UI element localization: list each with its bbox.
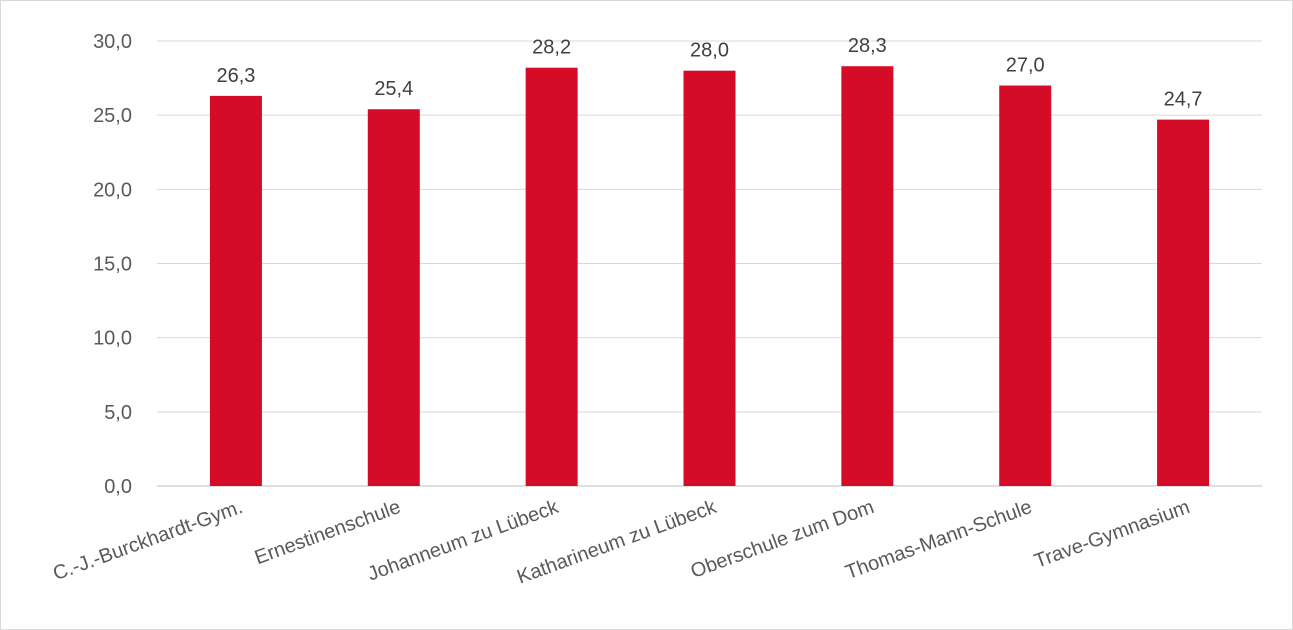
bars: [209, 66, 1210, 487]
y-tick-label: 20,0: [93, 179, 132, 201]
bar: [999, 85, 1052, 486]
bar: [525, 67, 578, 486]
category-label: C.-J.-Burckhardt-Gym.: [50, 496, 245, 585]
data-label: 24,7: [1164, 89, 1203, 111]
data-label: 25,4: [374, 78, 413, 100]
y-tick-label: 15,0: [93, 254, 132, 276]
bar: [841, 66, 894, 486]
bar: [1157, 119, 1210, 486]
data-label: 27,0: [1006, 55, 1045, 77]
y-tick-label: 30,0: [93, 31, 132, 53]
y-tick-label: 10,0: [93, 328, 132, 350]
x-axis-categories: C.-J.-Burckhardt-Gym. ErnestinenschuleJoh…: [50, 496, 1193, 589]
data-label: 28,2: [532, 37, 571, 59]
y-axis-ticks: 0,0 5,0 10,0 15,0 20,0 25,0 30,0: [93, 31, 132, 498]
bar: [209, 95, 262, 486]
bar: [367, 109, 420, 486]
data-label: 28,3: [848, 35, 887, 57]
data-labels: 26,3 25,4 28,2 28,0 28,3 27,0 24,7: [216, 35, 1202, 110]
y-tick-label: 0,0: [104, 476, 132, 498]
y-tick-label: 25,0: [93, 105, 132, 127]
y-tick-label: 5,0: [104, 402, 132, 424]
category-label: Trave-Gymnasium: [1031, 496, 1192, 573]
data-label: 28,0: [690, 40, 729, 62]
bar: [683, 70, 736, 487]
data-label: 26,3: [216, 65, 255, 87]
